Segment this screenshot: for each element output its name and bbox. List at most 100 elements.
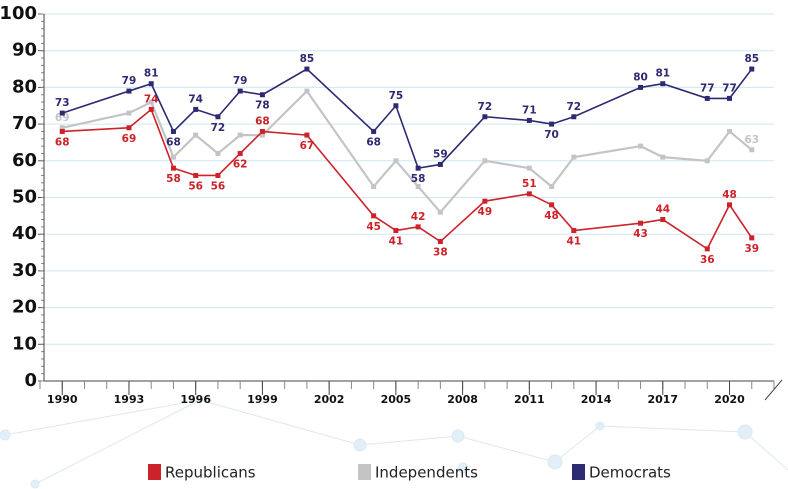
data-label: 79 [233,75,248,87]
data-label: 49 [478,206,493,218]
point [438,239,443,244]
point [149,81,154,86]
y-tick-label: 0 [24,370,37,391]
data-label: 48 [544,210,559,222]
point [638,144,643,149]
data-label: 63 [744,134,759,146]
point [438,162,443,167]
point [571,155,576,160]
decor [354,439,366,451]
point [304,89,309,94]
x-tick-label: 2017 [647,393,678,406]
point [371,184,376,189]
legend-swatch [148,464,161,480]
data-label: 39 [744,243,759,255]
point [727,129,732,134]
data-label: 71 [522,104,537,116]
data-label: 74 [188,93,203,105]
y-tick-label: 30 [12,260,37,281]
point [749,235,754,240]
x-tick-label: 2011 [514,393,545,406]
data-label: 41 [389,236,404,248]
point [527,191,532,196]
data-label: 77 [700,82,715,94]
y-tick-label: 70 [12,113,37,134]
x-tick-label: 2008 [447,393,478,406]
decor [555,426,600,462]
data-label: 68 [55,136,70,148]
data-label: 75 [389,90,404,102]
line [62,91,752,212]
point [260,129,265,134]
point [749,147,754,152]
data-label: 41 [567,236,582,248]
data-label: 72 [478,101,493,113]
y-tick-label: 50 [12,187,37,208]
point [193,173,198,178]
point [549,122,554,127]
point [171,129,176,134]
x-tick-label: 2002 [314,393,345,406]
decor [548,455,562,469]
data-label: 42 [411,211,426,223]
y-tick-label: 80 [12,76,37,97]
decor [360,436,458,445]
point [126,125,131,130]
decor [452,430,464,442]
x-tick-label: 2005 [381,393,412,406]
point [438,210,443,215]
point [705,246,710,251]
point [638,85,643,90]
data-label: 78 [255,100,270,112]
point [705,96,710,101]
data-label: 73 [55,97,70,109]
legend-label: Independents [375,464,478,482]
point [638,221,643,226]
x-tick-label: 2020 [714,393,745,406]
point [527,166,532,171]
point [660,217,665,222]
legend-swatch [572,464,585,480]
y-tick-label: 90 [12,40,37,61]
decor [200,400,360,445]
point [527,118,532,123]
point [126,89,131,94]
data-label: 51 [522,178,537,190]
point [238,89,243,94]
point [304,133,309,138]
series: 6963 [55,89,759,215]
data-label: 67 [300,140,315,152]
point [171,155,176,160]
point [126,111,131,116]
point [171,166,176,171]
point [571,114,576,119]
data-label: 72 [211,122,226,134]
point [416,166,421,171]
series: 6869745856566268674541423849514841434436… [55,93,759,265]
decor [31,480,39,488]
point [393,103,398,108]
point [705,158,710,163]
decor [600,426,745,432]
point [482,199,487,204]
y-tick-label: 20 [12,297,37,318]
point [482,114,487,119]
data-label: 62 [233,158,248,170]
legend-swatch [358,464,371,480]
y-tick-label: 10 [12,333,37,354]
data-label: 68 [255,115,270,127]
point [260,92,265,97]
data-label: 81 [655,68,670,80]
point [549,184,554,189]
point [371,129,376,134]
data-label: 79 [122,75,137,87]
x-tick-label: 1993 [114,393,145,406]
point [393,158,398,163]
decor [745,432,788,470]
legend-label: Democrats [589,464,671,482]
point [304,67,309,72]
point [193,107,198,112]
chart: 0102030405060708090100199019931996199920… [0,0,788,489]
data-label: 45 [366,221,381,233]
